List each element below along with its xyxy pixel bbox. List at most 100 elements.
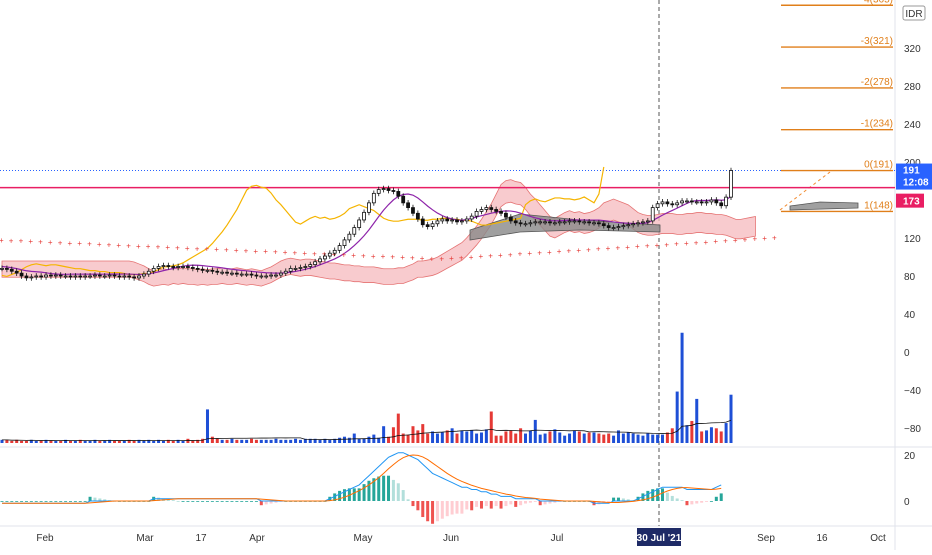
ma-cross-marker: + (234, 246, 239, 255)
candle-down (19, 272, 24, 277)
candle (636, 219, 640, 227)
candle-up (332, 249, 337, 254)
macd-histogram-bar (215, 501, 219, 502)
ma-cross-marker: + (615, 243, 620, 252)
candle (548, 219, 552, 226)
candle (137, 273, 141, 281)
candle-up (631, 223, 636, 226)
candle (132, 274, 137, 281)
candle (97, 272, 102, 279)
macd-histogram-bar (661, 488, 665, 501)
macd-histogram-bar (0, 501, 4, 502)
candle (562, 219, 567, 225)
fib-label: 0(191) (864, 160, 893, 171)
volume-bar (621, 433, 625, 443)
macd-histogram-bar (259, 501, 263, 506)
volume-bar (24, 440, 28, 443)
candle-down (601, 223, 606, 227)
candle-up (371, 192, 376, 204)
candle-up (298, 267, 303, 269)
candle (440, 216, 445, 224)
candle-down (210, 269, 215, 272)
candle (19, 270, 24, 279)
currency-label: IDR (905, 9, 922, 20)
volume-bar (587, 432, 591, 443)
macd-histogram-bar (333, 493, 337, 501)
candle-down (396, 191, 401, 197)
candle (210, 267, 215, 275)
ma-cross-marker: + (772, 233, 777, 242)
forward-projection (779, 171, 831, 211)
candle-up (724, 196, 729, 207)
ma-cross-marker: + (439, 255, 444, 264)
ma-cross-marker: + (567, 247, 572, 256)
ma-cross-marker: + (596, 245, 601, 254)
candle (420, 216, 425, 228)
candle-up (269, 274, 273, 277)
candle-down (596, 222, 601, 225)
ma-cross-marker: + (67, 239, 72, 248)
time-tick-label: Feb (36, 533, 54, 544)
macd-histogram-bar (719, 493, 723, 501)
ma-cross-marker: + (273, 248, 278, 257)
candle (230, 270, 234, 276)
volume-bar (577, 431, 581, 443)
volume-bar (166, 439, 170, 443)
macd-histogram-bar (352, 488, 356, 501)
price-tick-label: 40 (904, 310, 916, 321)
volume-bar (616, 430, 620, 443)
macd-histogram-bar (93, 497, 97, 501)
candle (88, 273, 92, 279)
volume-bar (49, 440, 53, 443)
volume-bar (205, 409, 209, 443)
macd-histogram-bar (670, 495, 674, 501)
ma-cross-marker: + (713, 237, 718, 246)
candle-down (699, 201, 704, 204)
candle-down (606, 225, 611, 228)
candle (63, 273, 68, 279)
volume-bar (15, 439, 19, 443)
ma-cross-marker: + (204, 245, 209, 254)
macd-histogram-bar (553, 501, 557, 503)
candle-up (660, 201, 665, 205)
macd-histogram-bar (64, 501, 68, 502)
ma-cross-marker: + (752, 235, 757, 244)
macd-histogram-bar (220, 501, 224, 502)
macd-histogram-bar (597, 501, 601, 505)
macd-histogram-bar (166, 499, 170, 501)
volume-bar (572, 430, 576, 443)
candle-down (665, 201, 670, 205)
macd-histogram-bar (34, 501, 38, 502)
price-tick-label: 120 (904, 234, 921, 245)
candle-down (411, 207, 415, 214)
candle-down (508, 216, 513, 222)
ma-cross-marker: + (126, 241, 131, 250)
volume-bar (137, 439, 141, 443)
candle (190, 264, 195, 272)
volume-bar (548, 431, 552, 443)
ma-cross-marker: + (743, 235, 748, 244)
candle-up (29, 276, 34, 279)
candle-down (166, 265, 171, 267)
ma-cross-marker: + (322, 250, 327, 259)
ma-cross-marker: + (635, 242, 640, 251)
candle (161, 262, 166, 270)
candle (719, 200, 724, 209)
candle (386, 185, 391, 194)
volume-bar (127, 439, 131, 443)
macd-histogram-bar (714, 496, 718, 501)
candle-up (729, 170, 733, 198)
ma-cross-marker: + (165, 243, 170, 252)
volume-bar (342, 436, 346, 443)
candle (450, 217, 455, 224)
candle (572, 218, 577, 224)
macd-histogram-bar (514, 501, 518, 507)
volume-bar (509, 430, 513, 443)
candle-down (504, 212, 508, 218)
ma-cross-marker: + (351, 251, 356, 260)
ma-cross-marker: + (557, 247, 562, 256)
candle (724, 194, 729, 209)
